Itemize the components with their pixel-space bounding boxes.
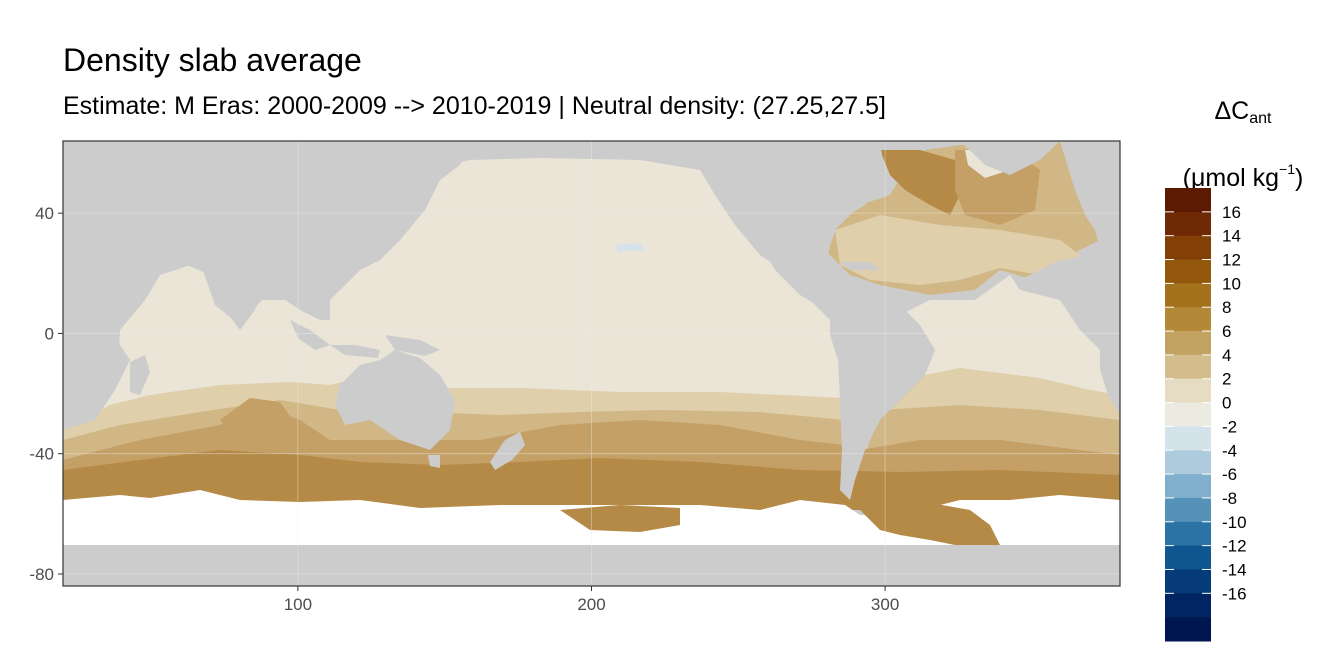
legend-color-step (1165, 235, 1211, 261)
x-tick-label: 100 (284, 595, 312, 614)
x-axis: 100 200 300 (284, 586, 899, 614)
greenland (960, 141, 1060, 175)
legend-label: -6 (1222, 465, 1237, 484)
indonesia-2 (330, 345, 380, 358)
south-america (830, 295, 935, 500)
legend-color-step (1165, 426, 1211, 451)
legend-color-step (1165, 450, 1211, 475)
legend-color-step (1165, 617, 1211, 642)
africa-east (1020, 255, 1120, 350)
north-pacific-neg (615, 243, 645, 252)
x-tick-label: 200 (577, 595, 605, 614)
legend-title-unit-prefix: (μmol kg (1182, 164, 1280, 192)
south-africa-tip (1100, 340, 1120, 415)
legend-color-step (1165, 569, 1211, 594)
legend-label: 14 (1222, 227, 1241, 246)
asia (200, 141, 470, 320)
legend-title: ΔCant (μmol kg−1) (1158, 86, 1328, 203)
legend-color-step (1165, 497, 1211, 523)
legend-label: -16 (1222, 584, 1247, 603)
legend-title-delta: ΔC (1214, 97, 1250, 125)
legend-color-step (1165, 188, 1211, 213)
legend-color-step (1165, 521, 1211, 547)
legend-label: 2 (1222, 370, 1231, 389)
weddell-ocean (860, 500, 1000, 548)
legend-color-step (1165, 283, 1211, 308)
map-panel (63, 141, 1120, 586)
plot-title: Density slab average (63, 42, 362, 78)
tasmania (428, 455, 440, 468)
north-atlantic-core (880, 150, 960, 215)
ross-ocean (560, 505, 680, 532)
legend-label: 6 (1222, 322, 1231, 341)
indonesia-1 (290, 320, 330, 350)
cuba (840, 262, 880, 270)
legend-color-step (1165, 307, 1211, 332)
madagascar (130, 355, 150, 395)
australia (335, 350, 455, 450)
legend-color-step (1165, 402, 1211, 427)
legend-label: 4 (1222, 346, 1231, 365)
y-axis: 40 0 -40 -80 (29, 204, 63, 584)
legend-label: 10 (1222, 274, 1241, 293)
legend-label: 8 (1222, 298, 1231, 317)
legend-title-unit-sup: −1 (1279, 161, 1295, 177)
legend-label: 0 (1222, 394, 1231, 413)
legend-label: -2 (1222, 417, 1237, 436)
agulhas-patch (220, 398, 300, 445)
india (215, 262, 262, 330)
legend-color-step (1165, 378, 1211, 404)
legend-label: 16 (1222, 203, 1241, 222)
legend-color-step (1165, 331, 1211, 356)
legend-color-step (1165, 259, 1211, 284)
new-zealand (490, 432, 525, 470)
legend-color-step (1165, 354, 1211, 380)
legend-color-step (1165, 545, 1211, 570)
legend-label: -4 (1222, 441, 1237, 460)
legend-label: -10 (1222, 513, 1247, 532)
legend-color-step (1165, 593, 1211, 618)
legend-color-step (1165, 211, 1211, 237)
legend-label: -8 (1222, 489, 1237, 508)
new-guinea (385, 335, 440, 356)
europe (1060, 141, 1120, 260)
legend-title-sub: ant (1249, 110, 1272, 127)
y-tick-label: -40 (29, 445, 54, 464)
y-tick-label: 40 (35, 204, 54, 223)
legend-label: 12 (1222, 251, 1241, 270)
gulf-stream (835, 215, 1080, 285)
legend-color-step (1165, 474, 1211, 499)
legend-title-unit-suffix: ) (1295, 164, 1304, 192)
legend-colorbar: 16 14 12 10 8 6 4 2 0 -2 -4 -6 -8 -10 -12 -14 -16 (1165, 188, 1247, 642)
plot-subtitle: Estimate: M Eras: 2000-2009 --> 2010-201… (63, 92, 886, 120)
x-tick-label: 300 (871, 595, 899, 614)
y-tick-label: 0 (45, 324, 54, 343)
y-tick-label: -80 (29, 565, 54, 584)
central-america (760, 245, 830, 310)
legend-label: -12 (1222, 537, 1247, 556)
legend-label: -14 (1222, 560, 1247, 579)
